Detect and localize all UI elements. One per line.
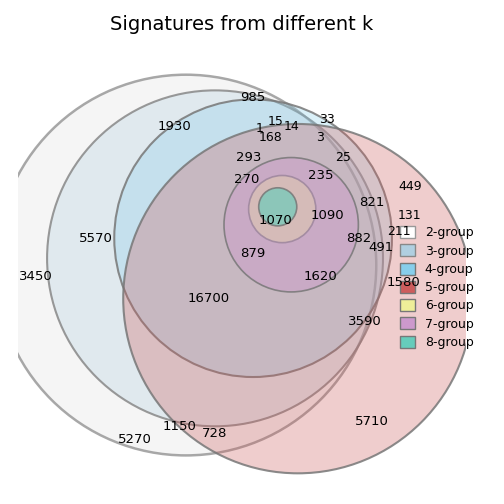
Text: 33: 33	[319, 113, 335, 126]
Circle shape	[259, 188, 297, 226]
Text: 882: 882	[346, 232, 371, 244]
Text: 491: 491	[368, 240, 394, 254]
Circle shape	[114, 99, 392, 377]
Circle shape	[248, 175, 316, 242]
Text: 3: 3	[317, 131, 324, 144]
Text: 5710: 5710	[355, 415, 389, 428]
Text: 1580: 1580	[386, 277, 420, 289]
Text: 293: 293	[236, 151, 261, 164]
Text: 235: 235	[307, 169, 333, 182]
Text: 16700: 16700	[187, 292, 229, 305]
Text: 168: 168	[259, 131, 283, 144]
Text: 131: 131	[398, 209, 422, 222]
Text: 728: 728	[202, 426, 228, 439]
Text: 25: 25	[335, 151, 351, 164]
Text: 211: 211	[387, 225, 410, 238]
Circle shape	[47, 90, 383, 426]
Text: 3590: 3590	[348, 314, 382, 328]
Text: 14: 14	[283, 120, 299, 133]
Text: 879: 879	[240, 247, 266, 261]
Legend: 2-group, 3-group, 4-group, 5-group, 6-group, 7-group, 8-group: 2-group, 3-group, 4-group, 5-group, 6-gr…	[396, 222, 477, 353]
Text: 985: 985	[240, 91, 266, 104]
Title: Signatures from different k: Signatures from different k	[110, 15, 373, 34]
Text: 5270: 5270	[117, 433, 151, 446]
Circle shape	[123, 124, 473, 473]
Text: 1: 1	[256, 122, 264, 135]
Circle shape	[224, 158, 358, 292]
Text: 1620: 1620	[303, 270, 337, 283]
Text: 270: 270	[234, 173, 259, 186]
Text: 449: 449	[398, 180, 422, 193]
Text: 821: 821	[359, 196, 385, 209]
Text: 1070: 1070	[259, 214, 292, 227]
Text: 15: 15	[268, 115, 283, 128]
Text: 1090: 1090	[310, 209, 344, 222]
Text: 1930: 1930	[158, 120, 192, 133]
Text: 3450: 3450	[19, 270, 53, 283]
Circle shape	[0, 75, 376, 456]
Text: 1150: 1150	[162, 420, 196, 433]
Text: 5570: 5570	[80, 232, 113, 244]
